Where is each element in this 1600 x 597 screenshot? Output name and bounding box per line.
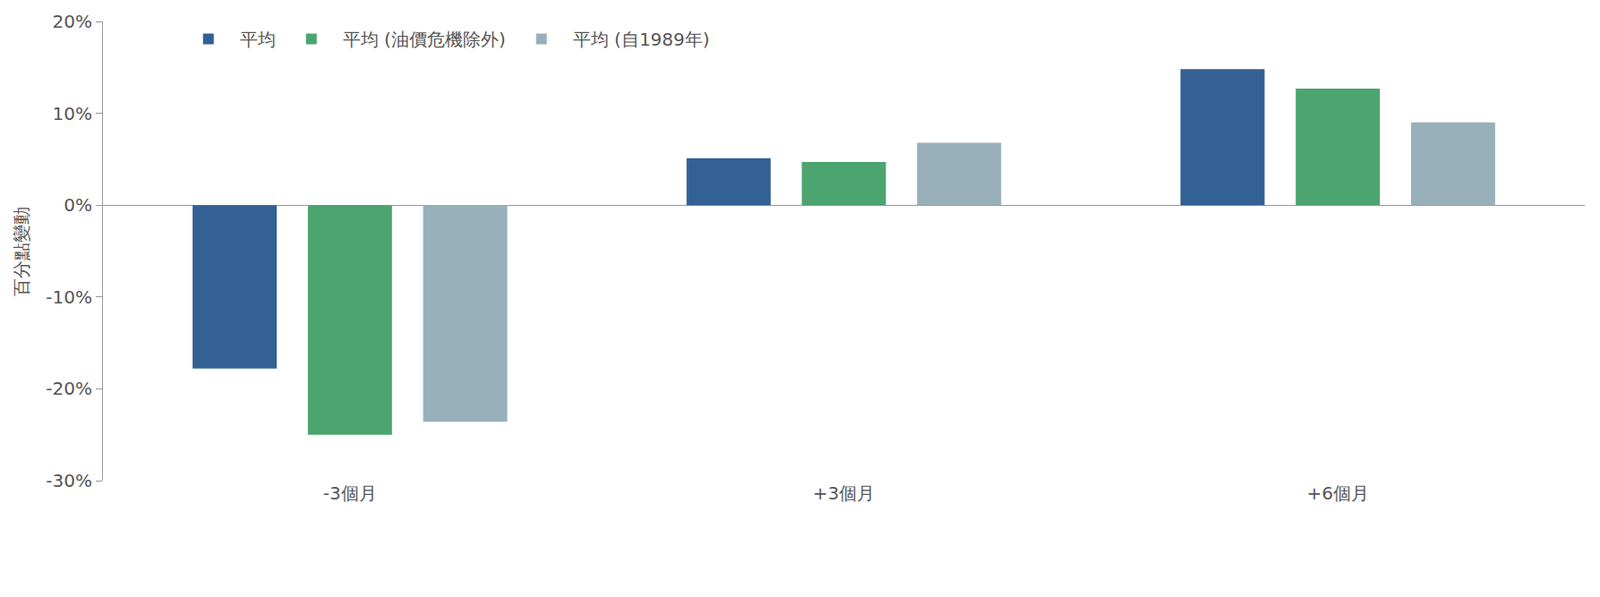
svg-text:+6個月: +6個月 (1306, 482, 1369, 505)
svg-text:-30%: -30% (45, 470, 93, 492)
svg-text:20%: 20% (52, 10, 93, 33)
svg-text:百分點變動: 百分點變動 (10, 206, 33, 297)
svg-text:+3個月: +3個月 (812, 482, 875, 505)
svg-text:平均 (油價危機除外): 平均 (油價危機除外) (342, 28, 506, 51)
svg-text:平均 (自1989年): 平均 (自1989年) (573, 28, 711, 51)
svg-text:-10%: -10% (45, 286, 93, 309)
svg-text:10%: 10% (52, 102, 93, 125)
svg-text:0%: 0% (63, 194, 93, 216)
svg-text:-20%: -20% (45, 377, 93, 400)
svg-text:-3個月: -3個月 (323, 482, 377, 505)
svg-text:平均: 平均 (239, 28, 276, 51)
